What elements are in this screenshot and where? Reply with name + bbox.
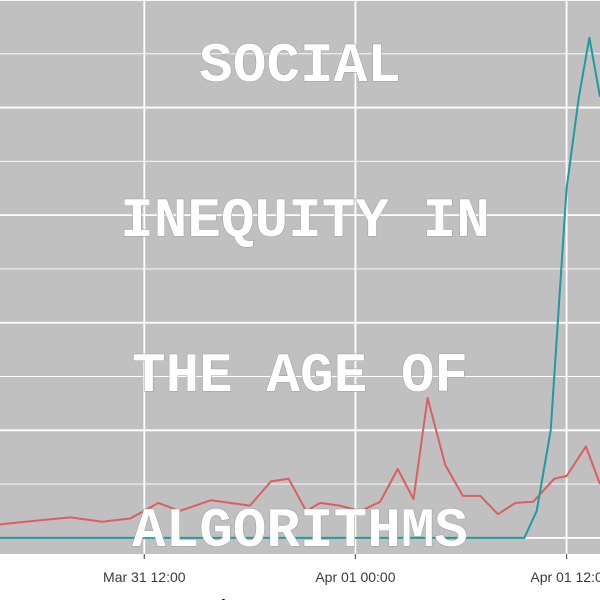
x-tick-label: Apr 01 00:00 bbox=[315, 569, 395, 585]
title-overlay: SOCIAL INEQUITY IN THE AGE OF ALGORITHMS bbox=[120, 34, 491, 564]
grid-major bbox=[0, 0, 600, 554]
series-layer bbox=[0, 36, 600, 539]
x-tick-label: Apr 01 12:0 bbox=[530, 569, 600, 585]
overlay-line-4: ALGORITHMS bbox=[132, 499, 468, 563]
overlay-line-2: INEQUITY IN bbox=[120, 189, 490, 253]
x-tick-label: Mar 31 12:00 bbox=[103, 569, 186, 585]
series-line-2 bbox=[0, 36, 600, 539]
x-axis-title: time bbox=[216, 596, 251, 600]
overlay-line-1: SOCIAL bbox=[199, 34, 401, 98]
x-axis-tick-labels: Mar 31 12:00 Apr 01 00:00 Apr 01 12:0 bbox=[103, 569, 600, 585]
plot-panel bbox=[0, 0, 600, 554]
x-axis-ticks bbox=[143, 554, 568, 559]
overlay-line-3: THE AGE OF bbox=[132, 344, 468, 408]
series-line-1 bbox=[0, 397, 600, 526]
